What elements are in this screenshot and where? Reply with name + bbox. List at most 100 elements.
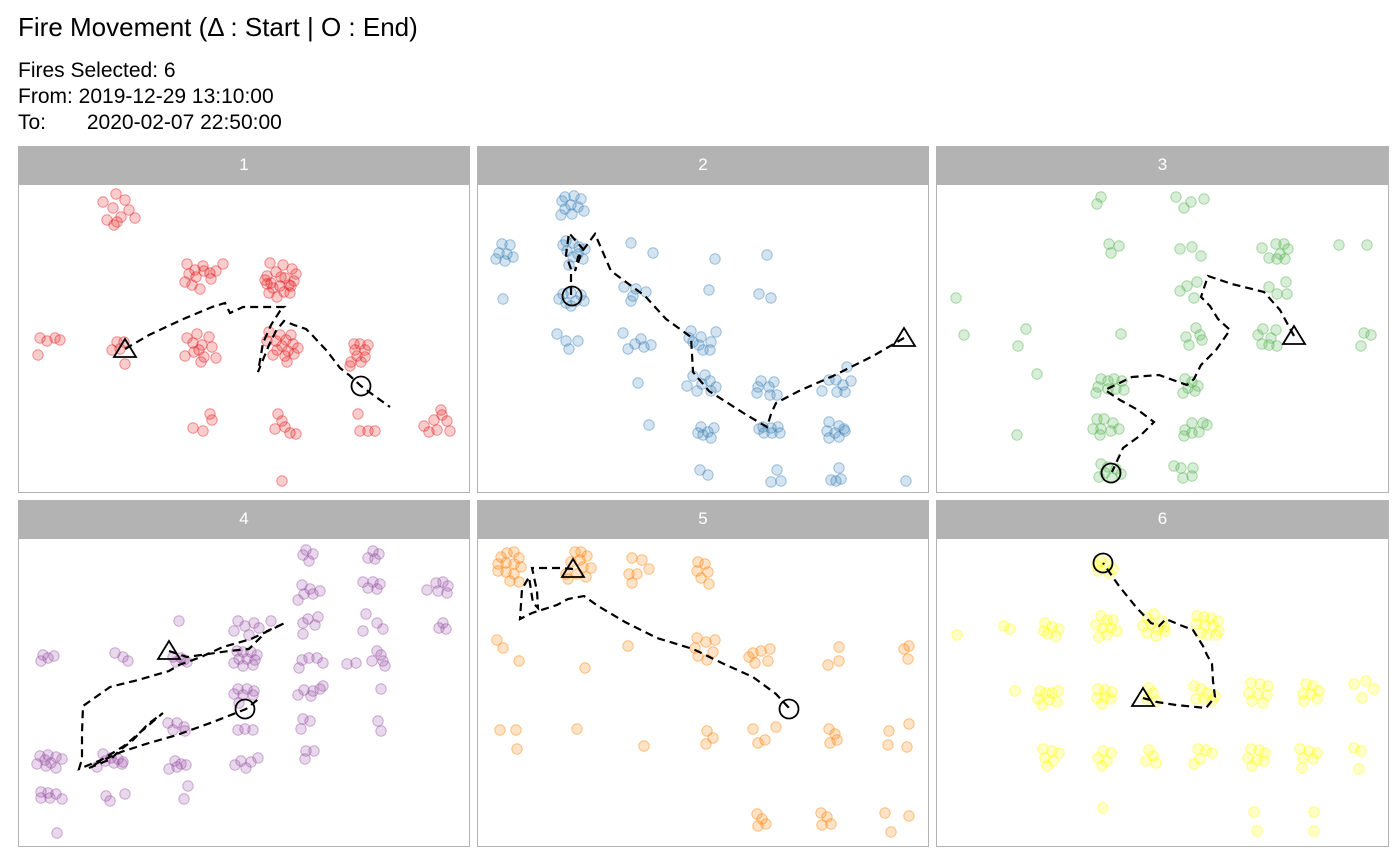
- fire-point: [1270, 238, 1282, 250]
- fire-point: [710, 326, 722, 338]
- fire-point: [1186, 241, 1198, 253]
- fire-point: [617, 327, 629, 339]
- fire-point: [647, 247, 659, 259]
- facet-strip-label: 3: [936, 146, 1389, 184]
- fire-point: [54, 334, 66, 346]
- fire-point: [1012, 340, 1024, 352]
- fire-point: [1281, 288, 1293, 300]
- fire-point: [431, 424, 443, 436]
- fire-point: [743, 651, 755, 663]
- fire-point: [206, 414, 218, 426]
- fire-point: [44, 792, 56, 804]
- fire-point: [117, 651, 129, 663]
- fire-point: [1091, 692, 1103, 704]
- fire-point: [369, 425, 381, 437]
- fire-point: [496, 238, 508, 250]
- fire-point: [421, 584, 433, 596]
- fire-point: [579, 662, 591, 674]
- fire-point: [562, 573, 574, 585]
- fire-point: [297, 549, 309, 561]
- fire-point: [1177, 387, 1189, 399]
- fire-point: [640, 286, 652, 298]
- fire-point: [373, 548, 385, 560]
- fire-point: [34, 750, 46, 762]
- facet-panel-4: 4: [18, 500, 470, 847]
- fire-point: [626, 577, 638, 589]
- fire-point: [1190, 693, 1202, 705]
- fire-point: [369, 553, 381, 565]
- fire-point: [575, 546, 587, 558]
- fire-point: [574, 554, 586, 566]
- fire-point: [1087, 423, 1099, 435]
- fire-point: [499, 255, 511, 267]
- fire-point: [1198, 611, 1210, 623]
- fire-point: [643, 563, 655, 575]
- fire-point: [281, 356, 293, 368]
- fire-point: [835, 473, 847, 485]
- fire-point: [1106, 686, 1118, 698]
- fire-point: [377, 655, 389, 667]
- fire-point: [693, 339, 705, 351]
- fire-point: [436, 409, 448, 421]
- fire-point: [704, 375, 716, 387]
- fire-point: [1170, 191, 1182, 203]
- fire-point: [1205, 612, 1217, 624]
- fire-point: [357, 625, 369, 637]
- fire-point: [1206, 747, 1218, 759]
- fire-point: [1193, 426, 1205, 438]
- fire-point: [751, 808, 763, 820]
- fire-point: [1096, 698, 1108, 710]
- fire-point: [638, 341, 650, 353]
- fire-point: [428, 414, 440, 426]
- fire-point: [753, 288, 765, 300]
- fire-point: [241, 653, 253, 665]
- fire-point: [772, 421, 784, 433]
- fire-point: [1257, 323, 1269, 335]
- fire-point: [1190, 322, 1202, 334]
- facet-strip-label: 4: [18, 500, 470, 538]
- fire-point: [1036, 699, 1048, 711]
- fire-point: [691, 632, 703, 644]
- facet-plot-area: [936, 538, 1389, 847]
- fire-point: [1105, 622, 1117, 634]
- fire-point: [898, 643, 910, 655]
- fire-point: [181, 332, 193, 344]
- fire-point: [1053, 747, 1065, 759]
- fire-point: [816, 385, 828, 397]
- fire-point: [362, 552, 374, 564]
- fire-point: [109, 647, 121, 659]
- fire-point: [1102, 375, 1114, 387]
- fire-point: [824, 737, 836, 749]
- fire-point: [1365, 329, 1377, 341]
- fire-point: [437, 617, 449, 629]
- fire-point: [816, 819, 828, 831]
- fire-point: [495, 551, 507, 563]
- fire-point: [228, 688, 240, 700]
- fire-point: [247, 689, 259, 701]
- fire-point: [1046, 621, 1058, 633]
- fire-point: [1246, 695, 1258, 707]
- fire-point: [1174, 285, 1186, 297]
- fire-point: [903, 718, 915, 730]
- fire-point: [755, 645, 767, 657]
- fire-point: [374, 578, 386, 590]
- fire-point: [815, 807, 827, 819]
- fire-point: [764, 643, 776, 655]
- fire-point: [771, 389, 783, 401]
- fire-point: [1039, 752, 1051, 764]
- fire-point: [822, 659, 834, 671]
- fire-point: [1011, 429, 1023, 441]
- fire-point: [197, 260, 209, 272]
- fire-point: [751, 387, 763, 399]
- fire-point: [198, 351, 210, 363]
- fire-point: [1107, 417, 1119, 429]
- fire-point: [123, 204, 135, 216]
- fire-point: [187, 337, 199, 349]
- fire-point: [179, 350, 191, 362]
- fire-point: [1168, 460, 1180, 472]
- facet-panel-1: 1: [18, 146, 470, 493]
- fire-point: [701, 725, 713, 737]
- fire-point: [557, 239, 569, 251]
- fire-point: [435, 404, 447, 416]
- fire-point: [1101, 629, 1113, 641]
